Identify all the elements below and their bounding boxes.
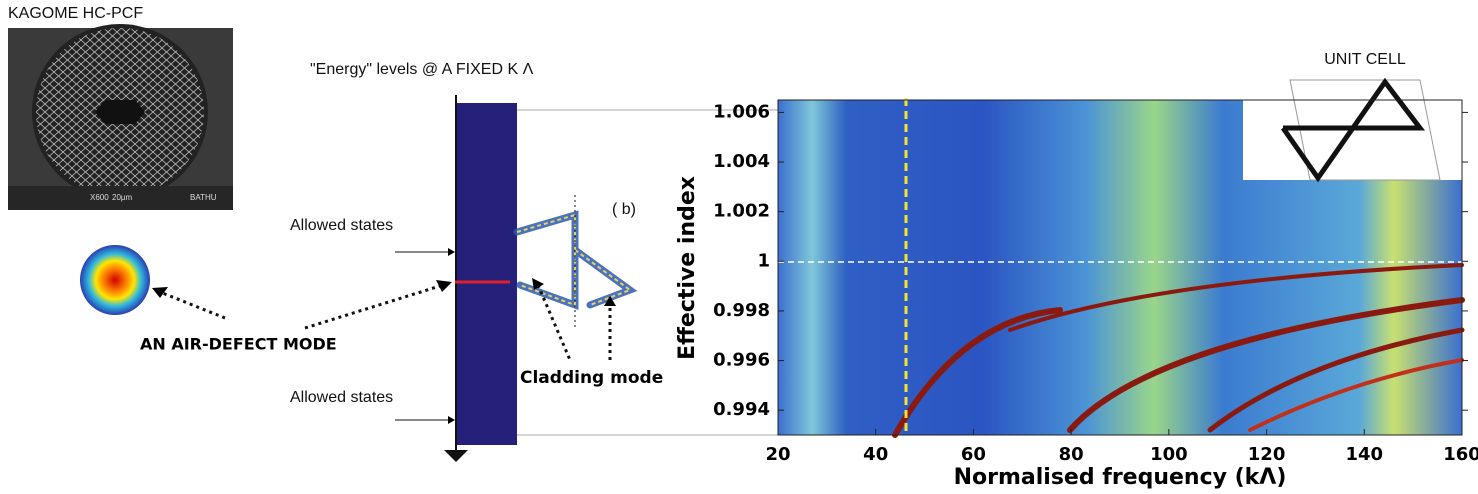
sem-magnification: X600: [90, 193, 109, 202]
x-tick-label: 80: [1059, 444, 1084, 465]
mode-traces: [892, 263, 1465, 438]
y-tick-label: 0.996: [713, 350, 770, 371]
sem-scale: 20μm: [112, 193, 133, 202]
sem-title: KAGOME HC-PCF: [8, 5, 143, 22]
inset-title: UNIT CELL: [1324, 51, 1406, 68]
sem-image: KAGOME HC-PCF X600 20μm BATHU: [8, 5, 233, 210]
panel-label: ( b): [612, 201, 636, 218]
defect-mode-profile: [80, 245, 150, 315]
y-tick-label: 1.006: [713, 101, 770, 122]
x-tick-label: 100: [1150, 444, 1188, 465]
x-tick-label: 160: [1443, 444, 1478, 465]
energy-diagram: "Energy" levels @ A FIXED K Λ Allowed st…: [140, 61, 778, 462]
y-tick-label: 0.998: [713, 300, 770, 321]
x-axis-label: Normalised frequency (kΛ): [954, 465, 1287, 490]
x-tick-label: 140: [1345, 444, 1383, 465]
cladding-label: Cladding mode: [520, 368, 663, 388]
diagram-title: "Energy" levels @ A FIXED K Λ: [310, 61, 534, 78]
y-tick-label: 1: [757, 250, 770, 271]
x-tick-label: 40: [863, 444, 888, 465]
allowed-states-lower: Allowed states: [290, 389, 393, 406]
x-tick-label: 20: [765, 444, 790, 465]
allowed-states-upper: Allowed states: [290, 217, 393, 234]
y-tick-label: 1.002: [713, 201, 770, 222]
y-axis-label: Effective index: [675, 176, 700, 360]
sem-credit: BATHU: [190, 193, 217, 202]
plot: UNIT CELL Effective index Normalised fre…: [675, 51, 1465, 490]
x-tick-label: 60: [961, 444, 986, 465]
defect-label: AN AIR-DEFECT MODE: [140, 335, 337, 354]
x-tick-label: 120: [1248, 444, 1286, 465]
y-tick-label: 0.994: [713, 399, 770, 420]
y-tick-label: 1.004: [713, 151, 770, 172]
